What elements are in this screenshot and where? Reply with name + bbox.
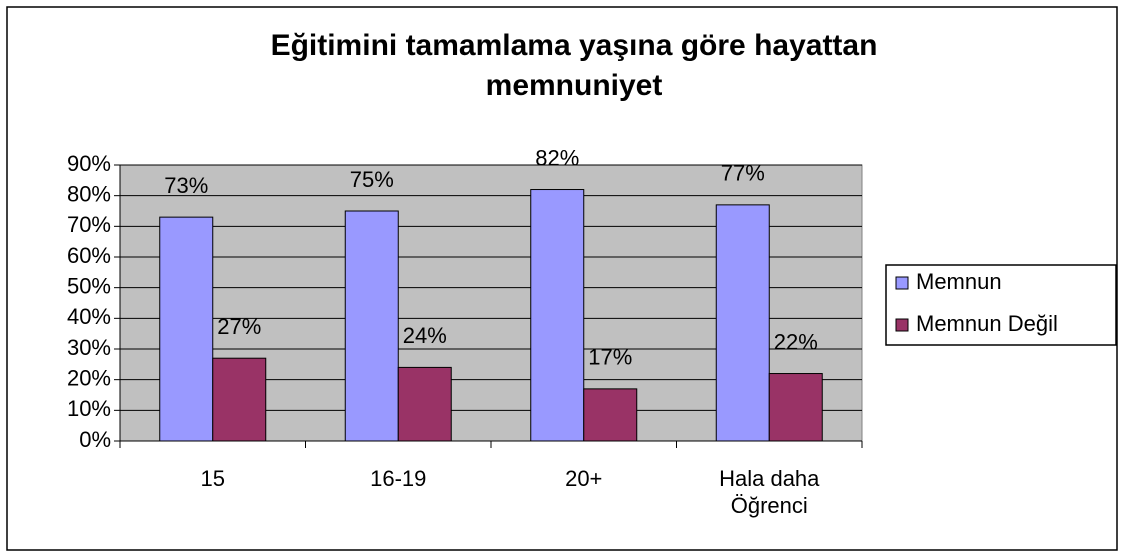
- bar: [397, 366, 452, 442]
- data-label: 82%: [535, 145, 579, 170]
- data-label: 17%: [588, 345, 632, 370]
- y-tick-label: 20%: [67, 365, 111, 390]
- chart-title: Eğitimini tamamlama yaşına göre hayattan…: [270, 29, 878, 102]
- bar: [159, 216, 214, 442]
- y-tick-label: 50%: [67, 273, 111, 298]
- legend-label: Memnun Değil: [916, 311, 1058, 336]
- y-tick-label: 70%: [67, 212, 111, 237]
- y-tick-label: 0%: [79, 427, 111, 452]
- y-tick-label: 90%: [67, 151, 111, 176]
- x-tick-label: 16-19: [370, 466, 427, 491]
- y-tick-label: 30%: [67, 335, 111, 360]
- bar: [344, 210, 399, 442]
- data-label: 22%: [774, 329, 818, 354]
- legend-swatch: [895, 276, 909, 290]
- x-tick-label: 20+: [565, 466, 603, 491]
- legend-label: Memnun: [916, 269, 1002, 294]
- bar: [583, 388, 638, 442]
- bar: [530, 189, 585, 442]
- bar: [768, 373, 823, 442]
- x-tick-label: 15: [200, 466, 225, 491]
- data-label: 75%: [350, 167, 394, 192]
- data-label: 73%: [164, 173, 208, 198]
- y-tick-label: 80%: [67, 181, 111, 206]
- bar: [715, 204, 770, 442]
- y-tick-label: 10%: [67, 396, 111, 421]
- data-label: 24%: [403, 323, 447, 348]
- bar: [212, 357, 267, 442]
- legend-box: [885, 264, 1117, 346]
- legend-swatch: [895, 318, 909, 332]
- x-tick-label: Hala daha Öğrenci: [719, 466, 820, 518]
- data-label: 77%: [721, 161, 765, 186]
- data-label: 27%: [217, 314, 261, 339]
- y-tick-label: 40%: [67, 304, 111, 329]
- y-tick-label: 60%: [67, 243, 111, 268]
